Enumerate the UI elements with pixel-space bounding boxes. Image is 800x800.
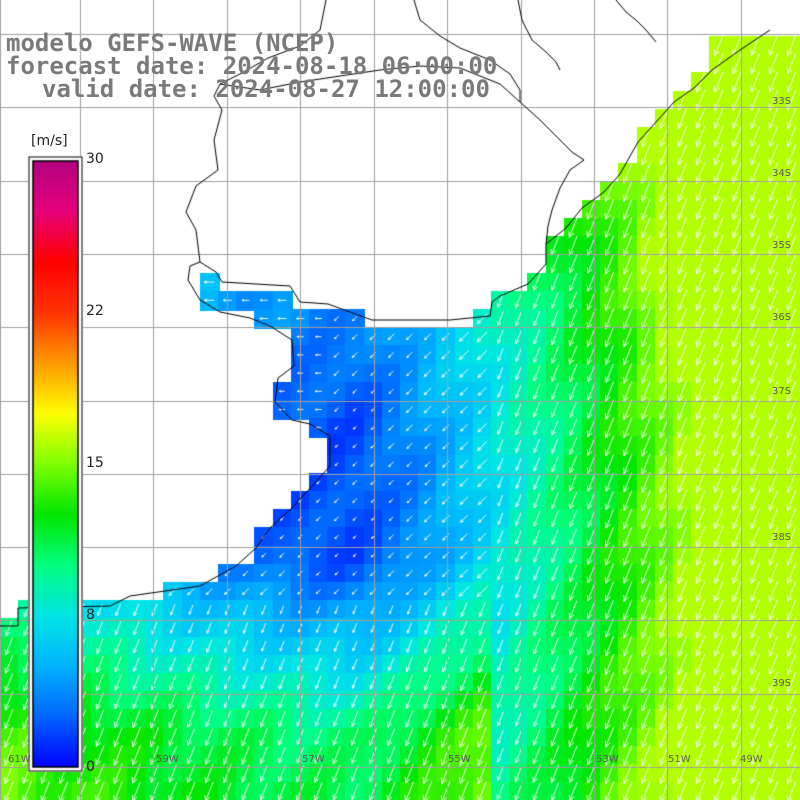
lon-label: 57W bbox=[302, 754, 325, 765]
lat-label: 33S bbox=[772, 96, 792, 107]
colorbar-tick-22: 22 bbox=[86, 303, 104, 319]
lon-label: 49W bbox=[740, 754, 763, 765]
colorbar-tick-30: 30 bbox=[86, 151, 104, 167]
lon-label: 61W bbox=[8, 754, 31, 765]
colorbar-tick-8: 8 bbox=[86, 607, 95, 623]
lat-label: 35S bbox=[772, 240, 792, 251]
colorbar-tick-0: 0 bbox=[86, 759, 95, 775]
lon-label: 55W bbox=[448, 754, 471, 765]
lat-label: 39S bbox=[772, 678, 792, 689]
forecast-date: forecast date: 2024-08-18 06:00:00 bbox=[6, 52, 498, 80]
valid-date: valid date: 2024-08-27 12:00:00 bbox=[42, 75, 490, 103]
lon-label: 53W bbox=[596, 754, 619, 765]
lat-label: 36S bbox=[772, 312, 792, 323]
lat-label: 38S bbox=[772, 532, 792, 543]
lat-label: 37S bbox=[772, 386, 792, 397]
colorbar-unit: [m/s] bbox=[31, 133, 68, 149]
lon-label: 59W bbox=[156, 754, 179, 765]
model-title: modelo GEFS-WAVE (NCEP) bbox=[6, 29, 339, 57]
colorbar-tick-15: 15 bbox=[86, 455, 104, 471]
lon-label: 51W bbox=[668, 754, 691, 765]
lat-label: 34S bbox=[772, 168, 792, 179]
